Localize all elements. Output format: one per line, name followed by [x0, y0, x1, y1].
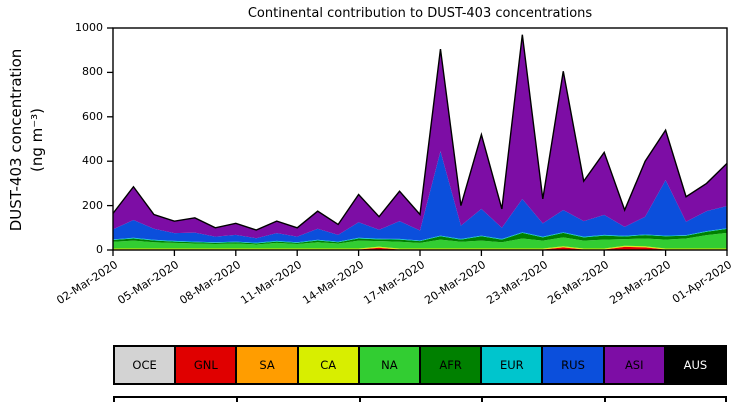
colorbar-tick-mark [481, 398, 484, 402]
legend-label: OCE [132, 358, 157, 372]
legend-item-aus: AUS [663, 347, 726, 383]
area-gnl [113, 246, 727, 250]
y-tick-label: 200 [82, 198, 103, 212]
legend-item-eur: EUR [480, 347, 542, 383]
legend: OCE GNL SA CA NA AFR EUR RUS ASI AUS [113, 345, 727, 385]
legend-item-asi: ASI [602, 347, 664, 383]
legend-label: EUR [499, 358, 524, 372]
legend-label: CA [320, 358, 337, 372]
area-asi [113, 34, 727, 239]
legend-label: RUS [561, 358, 585, 372]
chart-title: Continental contribution to DUST-403 con… [247, 6, 593, 21]
legend-item-oce: OCE [115, 347, 175, 383]
legend-item-afr: AFR [419, 347, 481, 383]
y-tick-label: 600 [82, 109, 103, 123]
area-rus [113, 151, 727, 243]
legend-item-rus: RUS [541, 347, 603, 383]
legend-label: NA [381, 358, 398, 372]
colorbar-tick-mark [725, 398, 727, 402]
colorbar-tick-mark [235, 398, 238, 402]
legend-item-gnl: GNL [174, 347, 236, 383]
area-afr [113, 228, 727, 245]
total-outline [112, 34, 728, 231]
y-tick-label: 0 [96, 243, 103, 256]
colorbar-tick-mark [113, 398, 115, 402]
legend-label: ASI [624, 358, 644, 372]
legend-label: GNL [193, 358, 218, 372]
colorbar-tick-mark [604, 398, 607, 402]
colorbar-axis [113, 396, 727, 402]
area-na [113, 232, 727, 249]
y-tick-label: 800 [82, 65, 103, 79]
legend-label: SA [259, 358, 275, 372]
y-tick-label: 400 [82, 154, 103, 168]
legend-label: AFR [439, 358, 462, 372]
legend-item-na: NA [357, 347, 420, 383]
colorbar-tick-mark [358, 398, 361, 402]
legend-item-ca: CA [296, 347, 358, 383]
legend-label: AUS [683, 358, 708, 372]
y-tick-label: 1000 [75, 21, 103, 34]
legend-item-sa: SA [235, 347, 297, 383]
